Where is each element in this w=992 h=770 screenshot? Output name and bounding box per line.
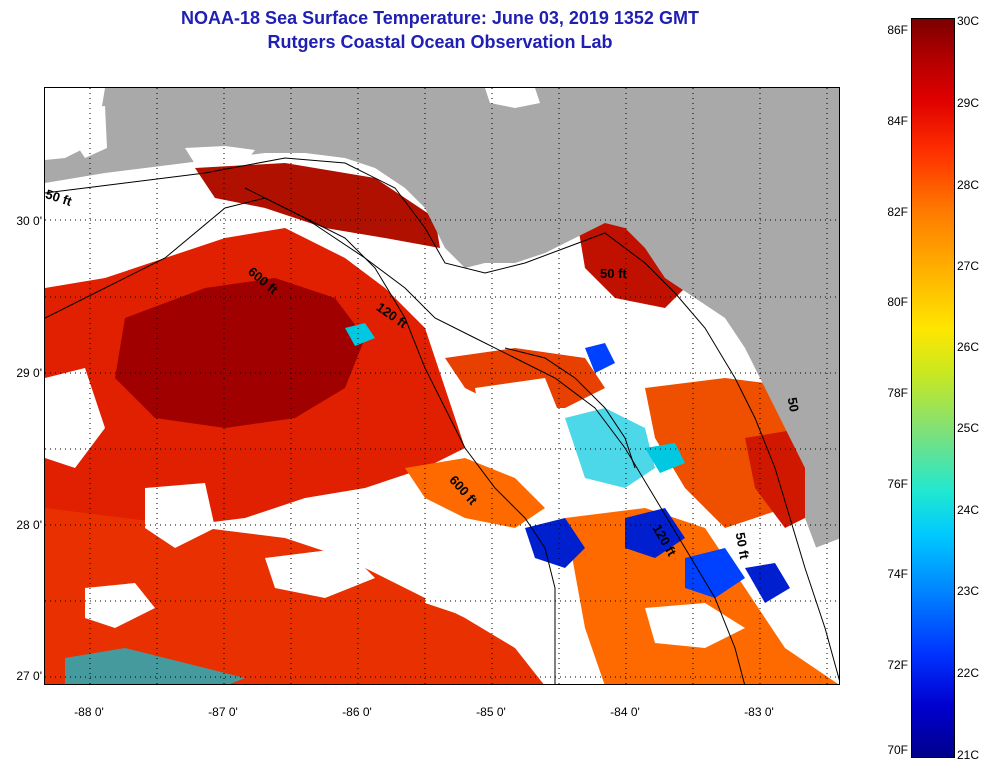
colorbar-tick-84f: 84F [887, 114, 908, 128]
lon-label-83: -83 0' [744, 705, 774, 719]
colorbar-tick-22c: 22C [957, 666, 980, 680]
colorbar-tick-82f: 82F [887, 205, 908, 219]
colorbar-tick-25c: 25C [957, 421, 980, 435]
lat-label-27: 27 0' [16, 669, 42, 683]
colorbar-tick-21c: 21C [957, 748, 980, 762]
colorbar-tick-86f: 86F [887, 23, 908, 37]
lon-label-84: -84 0' [610, 705, 640, 719]
sst-map [44, 87, 840, 685]
lon-label-87: -87 0' [208, 705, 238, 719]
temperature-colorbar [911, 18, 955, 758]
map-subtitle: Rutgers Coastal Ocean Observation Lab [267, 32, 613, 52]
lat-label-28: 28 0' [16, 518, 42, 532]
sst-warm-patches [45, 163, 839, 684]
colorbar-tick-28c: 28C [957, 178, 980, 192]
land-mass [45, 88, 839, 646]
lat-label-30: 30 0' [16, 214, 42, 228]
contour-label-50-east: 50 [784, 396, 802, 414]
colorbar-tick-27c: 27C [957, 259, 980, 273]
colorbar-tick-74f: 74F [887, 567, 908, 581]
lon-label-86: -86 0' [342, 705, 372, 719]
colorbar-tick-23c: 23C [957, 584, 980, 598]
sst-map-canvas [45, 88, 839, 684]
colorbar-tick-76f: 76F [887, 477, 908, 491]
bathymetry-contours [45, 157, 839, 684]
colorbar-tick-24c: 24C [957, 503, 980, 517]
lon-label-85: -85 0' [476, 705, 506, 719]
title-block: NOAA-18 Sea Surface Temperature: June 03… [40, 6, 840, 54]
colorbar-tick-70f: 70F [887, 743, 908, 757]
colorbar-tick-80f: 80F [887, 295, 908, 309]
colorbar-tick-29c: 29C [957, 96, 980, 110]
colorbar-tick-30c: 30C [957, 14, 980, 28]
map-title: NOAA-18 Sea Surface Temperature: June 03… [181, 8, 699, 28]
contour-label-50ft-bigbend: 50 ft [600, 266, 627, 281]
sst-cool-patches [65, 323, 790, 684]
colorbar-tick-72f: 72F [887, 658, 908, 672]
lat-label-29: 29 0' [16, 366, 42, 380]
colorbar-tick-78f: 78F [887, 386, 908, 400]
lon-label-88: -88 0' [74, 705, 104, 719]
colorbar-tick-26c: 26C [957, 340, 980, 354]
